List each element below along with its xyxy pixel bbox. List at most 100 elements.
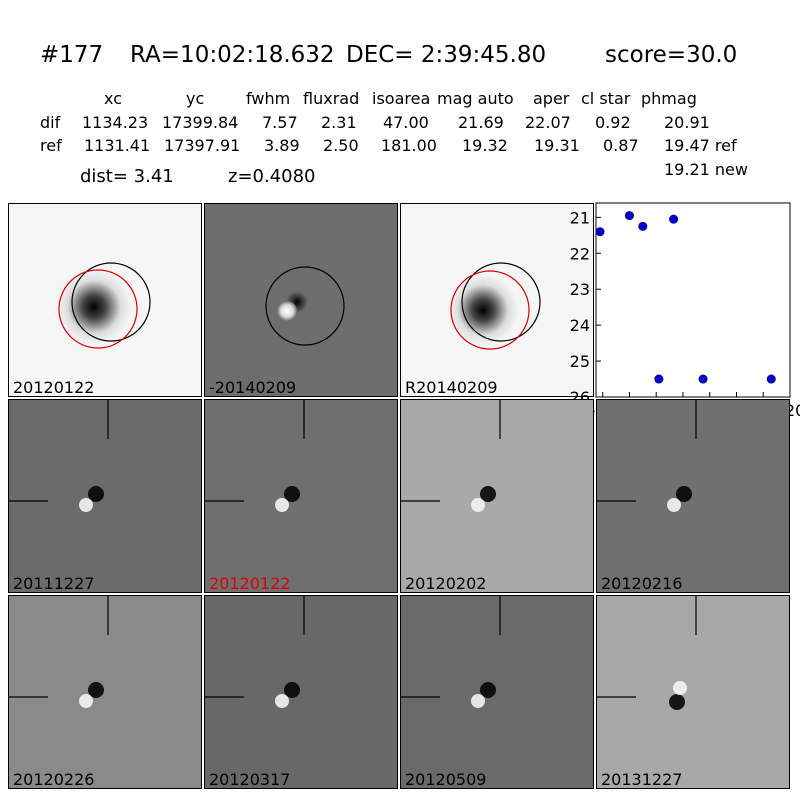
epoch-cutout-image bbox=[597, 400, 789, 592]
panel-label: 20120122 bbox=[13, 378, 95, 397]
negative-residual bbox=[88, 682, 104, 698]
row-label-ref: ref bbox=[40, 136, 62, 155]
y-tick-label: 21 bbox=[570, 208, 590, 227]
ra-coordinate: RA=10:02:18.632 bbox=[130, 42, 335, 68]
negative-residual bbox=[284, 486, 300, 502]
negative-residual bbox=[284, 682, 300, 698]
diff-aperture-circle bbox=[265, 266, 345, 346]
candidate-id: #177 bbox=[40, 42, 104, 68]
y-tick-label: 23 bbox=[570, 280, 590, 299]
epoch-cutout-image bbox=[9, 596, 201, 788]
light-curve-point bbox=[698, 374, 708, 384]
col-header-phmag: phmag bbox=[641, 89, 697, 108]
dif-mag-auto: 21.69 bbox=[458, 113, 504, 132]
y-tick-label: 24 bbox=[570, 316, 590, 335]
cutout-diff-panel: -20140209 bbox=[204, 203, 398, 397]
light-curve-point bbox=[638, 221, 648, 231]
panel-label: 20131227 bbox=[601, 770, 683, 789]
ref-xc: 1131.41 bbox=[84, 136, 151, 155]
positive-residual bbox=[471, 694, 485, 708]
epoch-cutout-panel: 20111227 bbox=[8, 399, 202, 593]
ref-aper: 19.31 bbox=[534, 136, 580, 155]
light-curve-point bbox=[669, 214, 679, 224]
col-header-fwhm: fwhm bbox=[246, 89, 291, 108]
dif-phmag: 20.91 bbox=[664, 113, 710, 132]
panel-label: 20120216 bbox=[601, 574, 683, 593]
negative-residual bbox=[480, 682, 496, 698]
positive-residual bbox=[275, 498, 289, 512]
light-curve-point bbox=[654, 374, 664, 384]
light-curve-point bbox=[766, 374, 776, 384]
cutout-ref-panel: R20140209 bbox=[400, 203, 594, 397]
panel-label: -20140209 bbox=[209, 378, 297, 397]
positive-residual bbox=[79, 498, 93, 512]
ref-fwhm: 3.89 bbox=[264, 136, 300, 155]
dif-yc: 17399.84 bbox=[162, 113, 239, 132]
cutout-new-panel: 20120122 bbox=[8, 203, 202, 397]
positive-residual bbox=[471, 498, 485, 512]
dif-fwhm: 7.57 bbox=[262, 113, 298, 132]
cutout-new-image bbox=[9, 204, 201, 396]
cutout-diff-image bbox=[205, 204, 397, 396]
panel-label: 20120122 bbox=[209, 574, 291, 593]
y-tick-label: 25 bbox=[570, 352, 590, 371]
panel-label: R20140209 bbox=[405, 378, 498, 397]
y-tick-label: 22 bbox=[570, 244, 590, 263]
negative-residual bbox=[480, 486, 496, 502]
dif-fluxrad: 2.31 bbox=[321, 113, 357, 132]
new-phmag: 19.21 new bbox=[664, 160, 748, 179]
negative-residual bbox=[669, 694, 685, 710]
light-curve-point bbox=[624, 211, 634, 221]
col-header-cl-star: cl star bbox=[581, 89, 631, 108]
row-label-dif: dif bbox=[40, 113, 61, 132]
epoch-cutout-panel: 20131227 bbox=[596, 595, 790, 789]
negative-residual bbox=[88, 486, 104, 502]
panel-label: 20111227 bbox=[13, 574, 95, 593]
ref-aperture-circle bbox=[71, 262, 151, 342]
panel-label: 20120202 bbox=[405, 574, 487, 593]
cutout-ref-image bbox=[401, 204, 593, 396]
epoch-cutout-image bbox=[205, 400, 397, 592]
ref-phmag: 19.47 ref bbox=[664, 136, 737, 155]
redshift-value: z=0.4080 bbox=[228, 166, 316, 187]
positive-residual bbox=[79, 694, 93, 708]
epoch-cutout-panel: 20120216 bbox=[596, 399, 790, 593]
col-header-yc: yc bbox=[186, 89, 205, 108]
chart-frame bbox=[595, 202, 791, 398]
dif-cl-star: 0.92 bbox=[595, 113, 631, 132]
positive-residual bbox=[275, 694, 289, 708]
dec-coordinate: DEC= 2:39:45.80 bbox=[346, 42, 547, 68]
epoch-cutout-image bbox=[597, 596, 789, 788]
negative-residual bbox=[676, 486, 692, 502]
new-aperture-circle bbox=[450, 270, 530, 350]
positive-residual bbox=[673, 681, 687, 695]
ref-aperture-circle bbox=[461, 262, 541, 342]
epoch-cutout-panel: 20120509 bbox=[400, 595, 594, 789]
light-curve-point bbox=[595, 227, 605, 237]
epoch-cutout-image bbox=[9, 400, 201, 592]
score-value: score=30.0 bbox=[605, 42, 738, 68]
col-header-aper: aper bbox=[533, 89, 570, 108]
panel-label: 20120226 bbox=[13, 770, 95, 789]
dist-value: dist= 3.41 bbox=[80, 166, 174, 187]
epoch-cutout-image bbox=[401, 400, 593, 592]
col-header-xc: xc bbox=[104, 89, 122, 108]
dif-xc: 1134.23 bbox=[82, 113, 149, 132]
dif-aper: 22.07 bbox=[525, 113, 571, 132]
col-header-fluxrad: fluxrad bbox=[303, 89, 360, 108]
new-aperture-circle bbox=[58, 269, 138, 349]
panel-label: 20120509 bbox=[405, 770, 487, 789]
epoch-cutout-image bbox=[205, 596, 397, 788]
ref-isoarea: 181.00 bbox=[381, 136, 437, 155]
epoch-cutout-panel: 20120317 bbox=[204, 595, 398, 789]
ref-mag-auto: 19.32 bbox=[462, 136, 508, 155]
epoch-cutout-image bbox=[401, 596, 593, 788]
epoch-cutout-panel: 20120226 bbox=[8, 595, 202, 789]
col-header-isoarea: isoarea bbox=[372, 89, 431, 108]
col-header-mag-auto: mag auto bbox=[437, 89, 514, 108]
ref-cl-star: 0.87 bbox=[603, 136, 639, 155]
ref-yc: 17397.91 bbox=[164, 136, 241, 155]
panel-label: 20120317 bbox=[209, 770, 291, 789]
positive-residual bbox=[667, 498, 681, 512]
